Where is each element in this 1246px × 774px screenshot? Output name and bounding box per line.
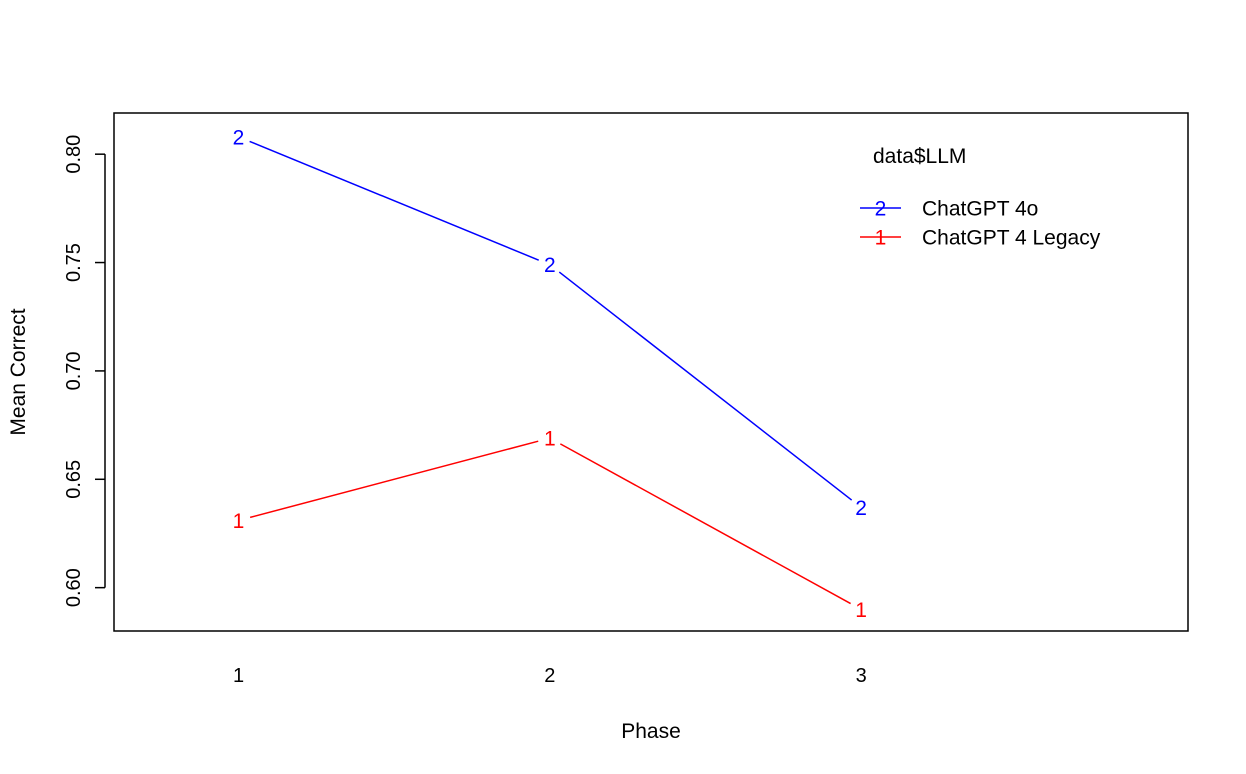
data-point-marker: 1 <box>544 428 556 451</box>
series-2: 2 2 2 <box>233 126 867 520</box>
series-layer: 2 2 2 1 1 1 <box>233 126 867 621</box>
legend: data$LLM 2 ChatGPT 4o 1 ChatGPT 4 Legacy <box>860 145 1101 250</box>
y-tick-label: 0.60 <box>63 568 85 607</box>
legend-label: ChatGPT 4o <box>922 198 1038 221</box>
data-point-marker: 1 <box>233 510 245 533</box>
y-tick-label: 0.70 <box>63 351 85 390</box>
x-tick-label: 3 <box>856 665 867 687</box>
data-point-marker: 1 <box>855 599 867 622</box>
series-segment <box>249 440 539 519</box>
series-segment <box>559 443 851 605</box>
plot-frame <box>113 112 1189 632</box>
legend-item: 2 ChatGPT 4o <box>860 198 1038 221</box>
data-point-marker: 2 <box>233 126 245 149</box>
legend-items: 2 ChatGPT 4o 1 ChatGPT 4 Legacy <box>860 198 1101 250</box>
series-1: 1 1 1 <box>233 428 867 622</box>
series-segment <box>558 271 853 501</box>
data-point-marker: 2 <box>544 254 556 277</box>
series-segment <box>249 140 540 261</box>
y-tick-label: 0.75 <box>63 243 85 282</box>
x-tick-label: 2 <box>544 665 555 687</box>
data-point-marker: 2 <box>855 497 867 520</box>
x-axis-label: Phase <box>621 720 681 743</box>
y-tick-label: 0.65 <box>63 460 85 499</box>
y-axis: 0.60 0.65 0.70 0.75 0.80 <box>63 135 106 607</box>
legend-item: 1 ChatGPT 4 Legacy <box>860 227 1101 250</box>
x-axis: 1 2 3 <box>233 665 867 687</box>
y-axis-label: Mean Correct <box>7 308 30 435</box>
legend-label: ChatGPT 4 Legacy <box>922 227 1101 250</box>
x-tick-label: 1 <box>233 665 244 687</box>
legend-title: data$LLM <box>873 145 966 168</box>
y-tick-label: 0.80 <box>63 135 85 174</box>
legend-marker: 2 <box>875 198 887 221</box>
legend-marker: 1 <box>875 227 887 250</box>
